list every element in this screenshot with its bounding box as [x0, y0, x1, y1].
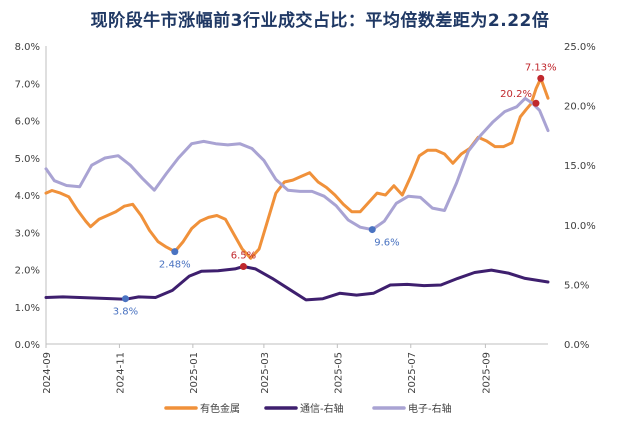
annotation-label: 2.48% [159, 260, 191, 271]
x-tick-label: 2024-09 [42, 352, 53, 394]
annotation-marker [121, 295, 129, 303]
right-tick-label: 20.0% [564, 102, 596, 113]
series-line-1 [44, 76, 550, 260]
legend-label: 电子-右轴 [408, 402, 452, 415]
left-tick-label: 4.0% [15, 191, 40, 202]
annotation-label: 3.8% [113, 307, 138, 318]
right-tick-label: 10.0% [564, 221, 596, 232]
left-tick-label: 8.0% [15, 42, 40, 53]
left-tick-label: 5.0% [15, 154, 40, 165]
right-tick-label: 5.0% [564, 280, 589, 291]
annotation-marker [532, 99, 540, 107]
annotation-label: 6.5% [231, 251, 256, 262]
right-tick-label: 15.0% [564, 161, 596, 172]
right-tick-label: 25.0% [564, 42, 596, 53]
annotation-label: 9.6% [374, 238, 399, 249]
x-tick-label: 2025-01 [189, 352, 200, 394]
right-tick-label: 0.0% [564, 340, 589, 351]
left-tick-label: 1.0% [15, 303, 40, 314]
series-line-3 [44, 96, 550, 232]
x-tick-label: 2025-03 [260, 352, 271, 394]
x-tick-label: 2025-05 [333, 352, 344, 394]
annotation-marker [239, 263, 247, 271]
annotation-label: 20.2% [500, 89, 532, 100]
annotation-marker [368, 226, 376, 234]
left-tick-label: 0.0% [15, 340, 40, 351]
left-tick-label: 2.0% [15, 266, 40, 277]
annotation-label: 7.13% [525, 62, 557, 73]
series-line-2 [44, 265, 550, 302]
annotation-marker [537, 74, 545, 82]
chart-title: 现阶段牛市涨幅前3行业成交占比：平均倍数差距为2.22倍 [90, 11, 550, 31]
legend-label: 有色金属 [200, 402, 240, 415]
x-tick-label: 2024-11 [115, 352, 126, 394]
x-tick-label: 2025-07 [407, 352, 418, 394]
left-tick-label: 7.0% [15, 79, 40, 90]
left-tick-label: 6.0% [15, 117, 40, 128]
annotation-marker [171, 248, 179, 256]
legend-label: 通信-右轴 [300, 402, 344, 415]
x-tick-label: 2025-09 [481, 352, 492, 394]
left-tick-label: 3.0% [15, 228, 40, 239]
